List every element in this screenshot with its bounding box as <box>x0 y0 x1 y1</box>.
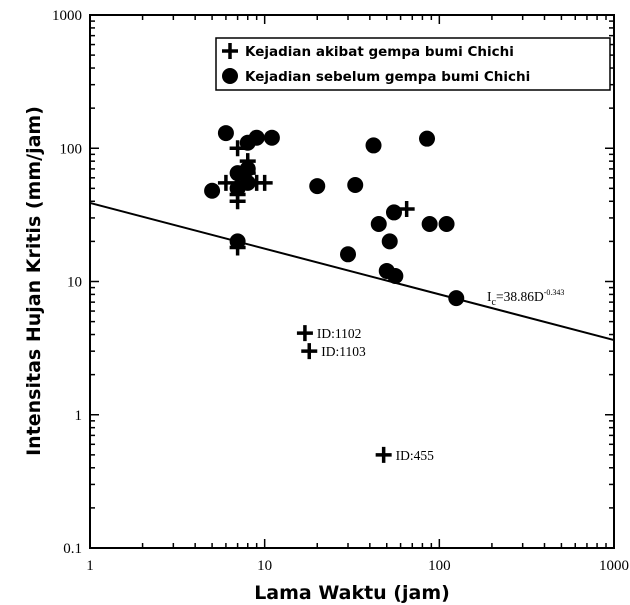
legend-circle-glyph <box>222 68 238 84</box>
point-annotation-label: ID:455 <box>396 448 434 463</box>
circle-marker <box>381 233 398 250</box>
circle-marker <box>421 216 438 233</box>
plus-marker <box>217 174 234 191</box>
y-axis-title: Intensitas Hujan Kritis (mm/jam) <box>23 106 45 456</box>
circle-marker <box>438 216 455 233</box>
plus-marker <box>301 343 318 360</box>
plot-frame <box>89 14 615 549</box>
circle-marker <box>229 233 246 250</box>
circle-marker <box>340 246 357 263</box>
circle-marker <box>217 125 234 142</box>
threshold-label-sub: c <box>492 297 497 308</box>
circle-marker <box>448 290 465 307</box>
circle-marker <box>419 130 436 147</box>
legend-label-1: Kejadian sebelum gempa bumi Chichi <box>245 69 530 85</box>
threshold-label-exp: -0.343 <box>544 288 565 297</box>
data-markers <box>204 125 465 463</box>
y-tick-label: 10 <box>67 275 82 291</box>
legend-circle-marker <box>222 68 238 84</box>
point-annotation-label: ID:1103 <box>321 344 366 359</box>
circle-marker <box>370 216 387 233</box>
point-annotation-label: ID:1102 <box>317 326 362 341</box>
plus-marker <box>296 325 313 342</box>
y-tick-label: 0.1 <box>63 541 82 557</box>
legend-plus-glyph <box>222 43 238 59</box>
x-axis-title: Lama Waktu (jam) <box>254 582 450 604</box>
plus-marker <box>256 174 273 191</box>
circle-marker <box>248 129 265 146</box>
x-tick-label: 1000 <box>599 558 629 574</box>
legend-label-0: Kejadian akibat gempa bumi Chichi <box>245 44 514 60</box>
threshold-label-base: I <box>487 289 492 304</box>
plus-marker <box>398 201 415 218</box>
circle-marker <box>263 129 280 146</box>
y-tick-label: 100 <box>60 141 83 157</box>
x-tick-label: 100 <box>428 558 451 574</box>
x-tick-label: 1 <box>86 558 94 574</box>
circle-marker <box>309 178 326 195</box>
legend-plus-marker <box>222 43 238 59</box>
circle-marker <box>385 204 402 221</box>
point-annotations: ID:1102 ID:1103 ID:455 <box>317 326 434 463</box>
circle-marker <box>239 160 256 177</box>
threshold-equation: Ic=38.86D-0.343 <box>487 288 564 308</box>
legend: Kejadian akibat gempa bumi Chichi Kejadi… <box>215 37 611 91</box>
plus-marker <box>375 446 392 463</box>
circle-marker <box>387 267 404 284</box>
threshold-label-eq: =38.86D <box>496 289 544 304</box>
legend-box <box>215 37 611 91</box>
x-tick-label: 10 <box>257 558 272 574</box>
y-tick-label: 1000 <box>52 8 82 24</box>
circle-marker <box>229 180 246 197</box>
threshold-line <box>89 201 615 342</box>
circle-marker <box>365 137 382 154</box>
axis-ticks <box>89 14 615 549</box>
y-tick-label: 1 <box>75 408 83 424</box>
circle-marker <box>204 182 221 199</box>
circle-marker <box>347 176 364 193</box>
